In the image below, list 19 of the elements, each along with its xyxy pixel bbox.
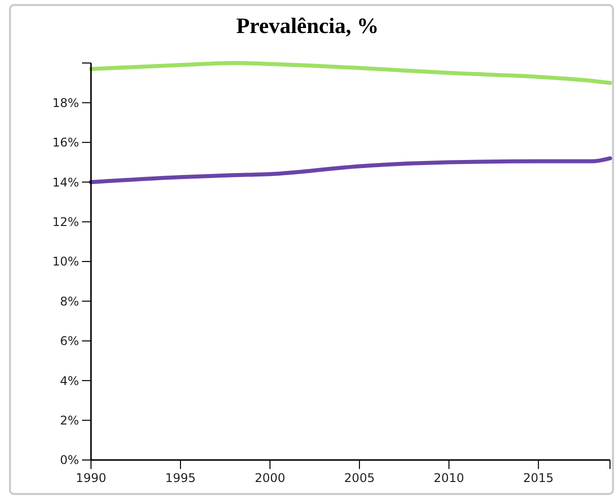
x-tick-label: 2010 — [434, 471, 464, 485]
y-tick-label: 18% — [52, 96, 79, 110]
y-tick-label: 6% — [60, 334, 79, 348]
y-tick-label: 2% — [60, 414, 79, 428]
y-tick-label: 12% — [52, 215, 79, 229]
y-tick-label: 8% — [60, 294, 79, 308]
x-tick-label: 2015 — [523, 471, 554, 485]
y-tick-label: 16% — [52, 136, 79, 150]
x-tick-label: 1990 — [76, 471, 106, 485]
y-tick-label: 10% — [52, 254, 79, 269]
y-tick-label: 0% — [60, 453, 79, 468]
chart-title: Prevalência, % — [236, 13, 379, 38]
x-tick-label: 1995 — [165, 471, 196, 485]
line-series — [89, 156, 612, 184]
x-tick-label: 2000 — [254, 471, 286, 485]
line-series — [89, 61, 612, 85]
x-tick-label: 2005 — [344, 471, 375, 485]
y-tick-label: 14% — [52, 175, 79, 190]
y-tick-label: 4% — [60, 374, 79, 388]
